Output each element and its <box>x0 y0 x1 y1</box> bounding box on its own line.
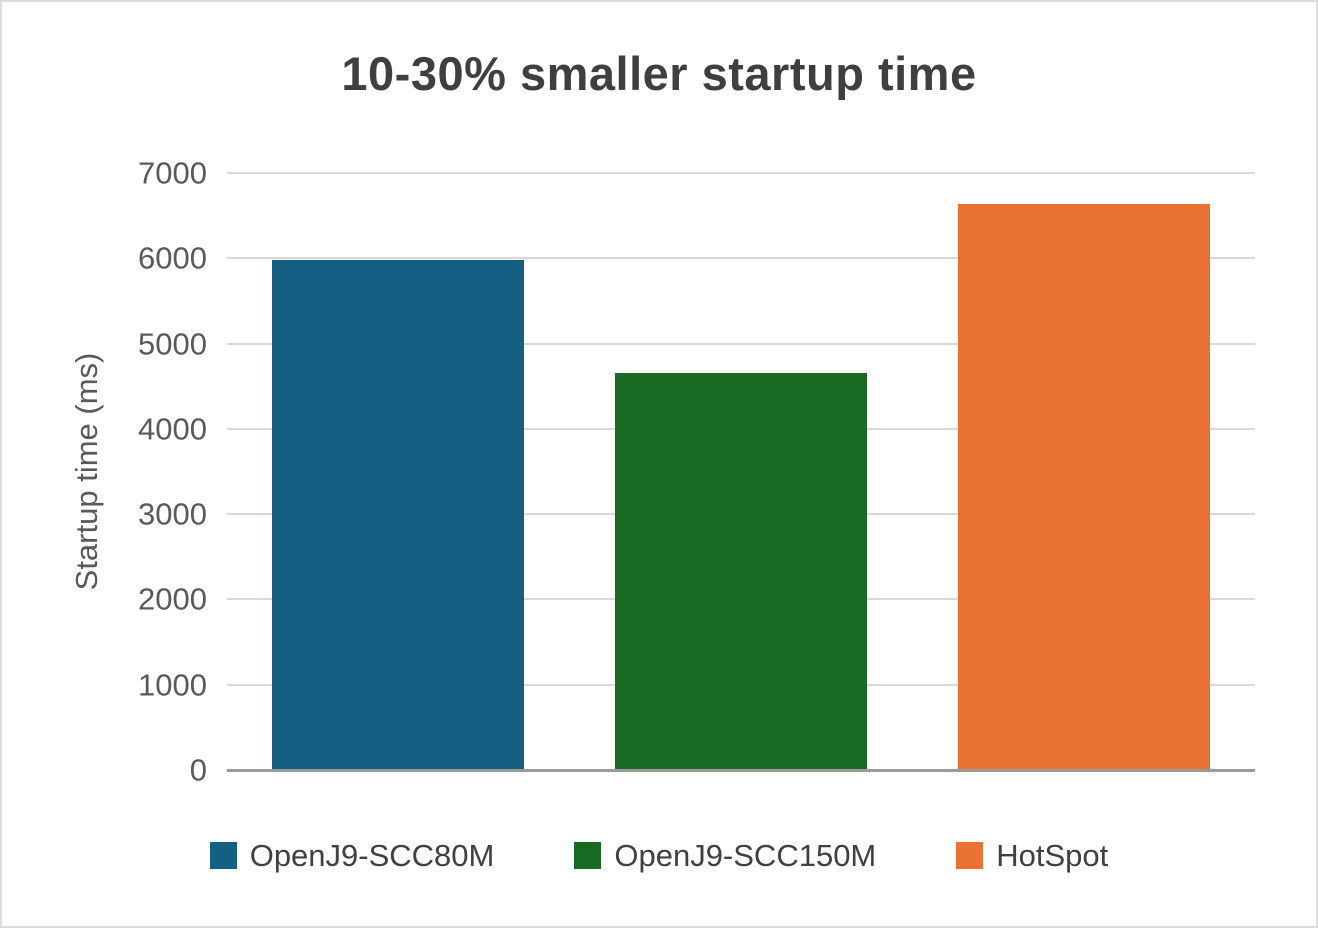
bar-slot <box>570 173 913 770</box>
y-tick-label: 0 <box>189 752 207 788</box>
legend-label: OpenJ9-SCC80M <box>249 838 495 873</box>
gridline <box>227 342 1255 345</box>
plot-area <box>227 172 1255 772</box>
chart-title: 10-30% smaller startup time <box>341 47 977 100</box>
y-tick-label: 1000 <box>138 667 207 703</box>
legend-label: OpenJ9-SCC150M <box>614 838 877 873</box>
bar-slot <box>227 173 570 770</box>
legend-item-openj9-scc150m: OpenJ9-SCC150M <box>574 840 876 871</box>
bar-openj9-scc80m <box>272 260 525 770</box>
y-tick-label: 7000 <box>138 155 207 191</box>
bar-series <box>227 173 1255 770</box>
x-axis-line <box>227 769 1255 772</box>
gridline <box>227 172 1255 174</box>
bar-openj9-scc150m <box>615 372 867 770</box>
bar-slot <box>912 173 1255 770</box>
y-tick-label: 2000 <box>138 581 207 617</box>
y-tick-label: 3000 <box>138 496 207 532</box>
legend-swatch <box>574 842 602 869</box>
y-tick-label: 6000 <box>138 240 207 276</box>
legend-swatch <box>956 842 984 869</box>
y-tick-label: 5000 <box>138 326 207 362</box>
legend-label: HotSpot <box>996 838 1109 873</box>
y-tick-labels: 0 1000 2000 3000 4000 5000 6000 7000 <box>2 158 217 786</box>
y-tick-label: 4000 <box>138 411 207 447</box>
bar-hotspot <box>957 203 1210 770</box>
legend-item-openj9-scc80m: OpenJ9-SCC80M <box>209 838 495 873</box>
legend-swatch <box>209 842 237 869</box>
legend-item-hotspot: HotSpot <box>956 840 1108 871</box>
gridline <box>227 257 1255 260</box>
legend: OpenJ9-SCC80M OpenJ9-SCC150M HotSpot <box>2 840 1316 871</box>
